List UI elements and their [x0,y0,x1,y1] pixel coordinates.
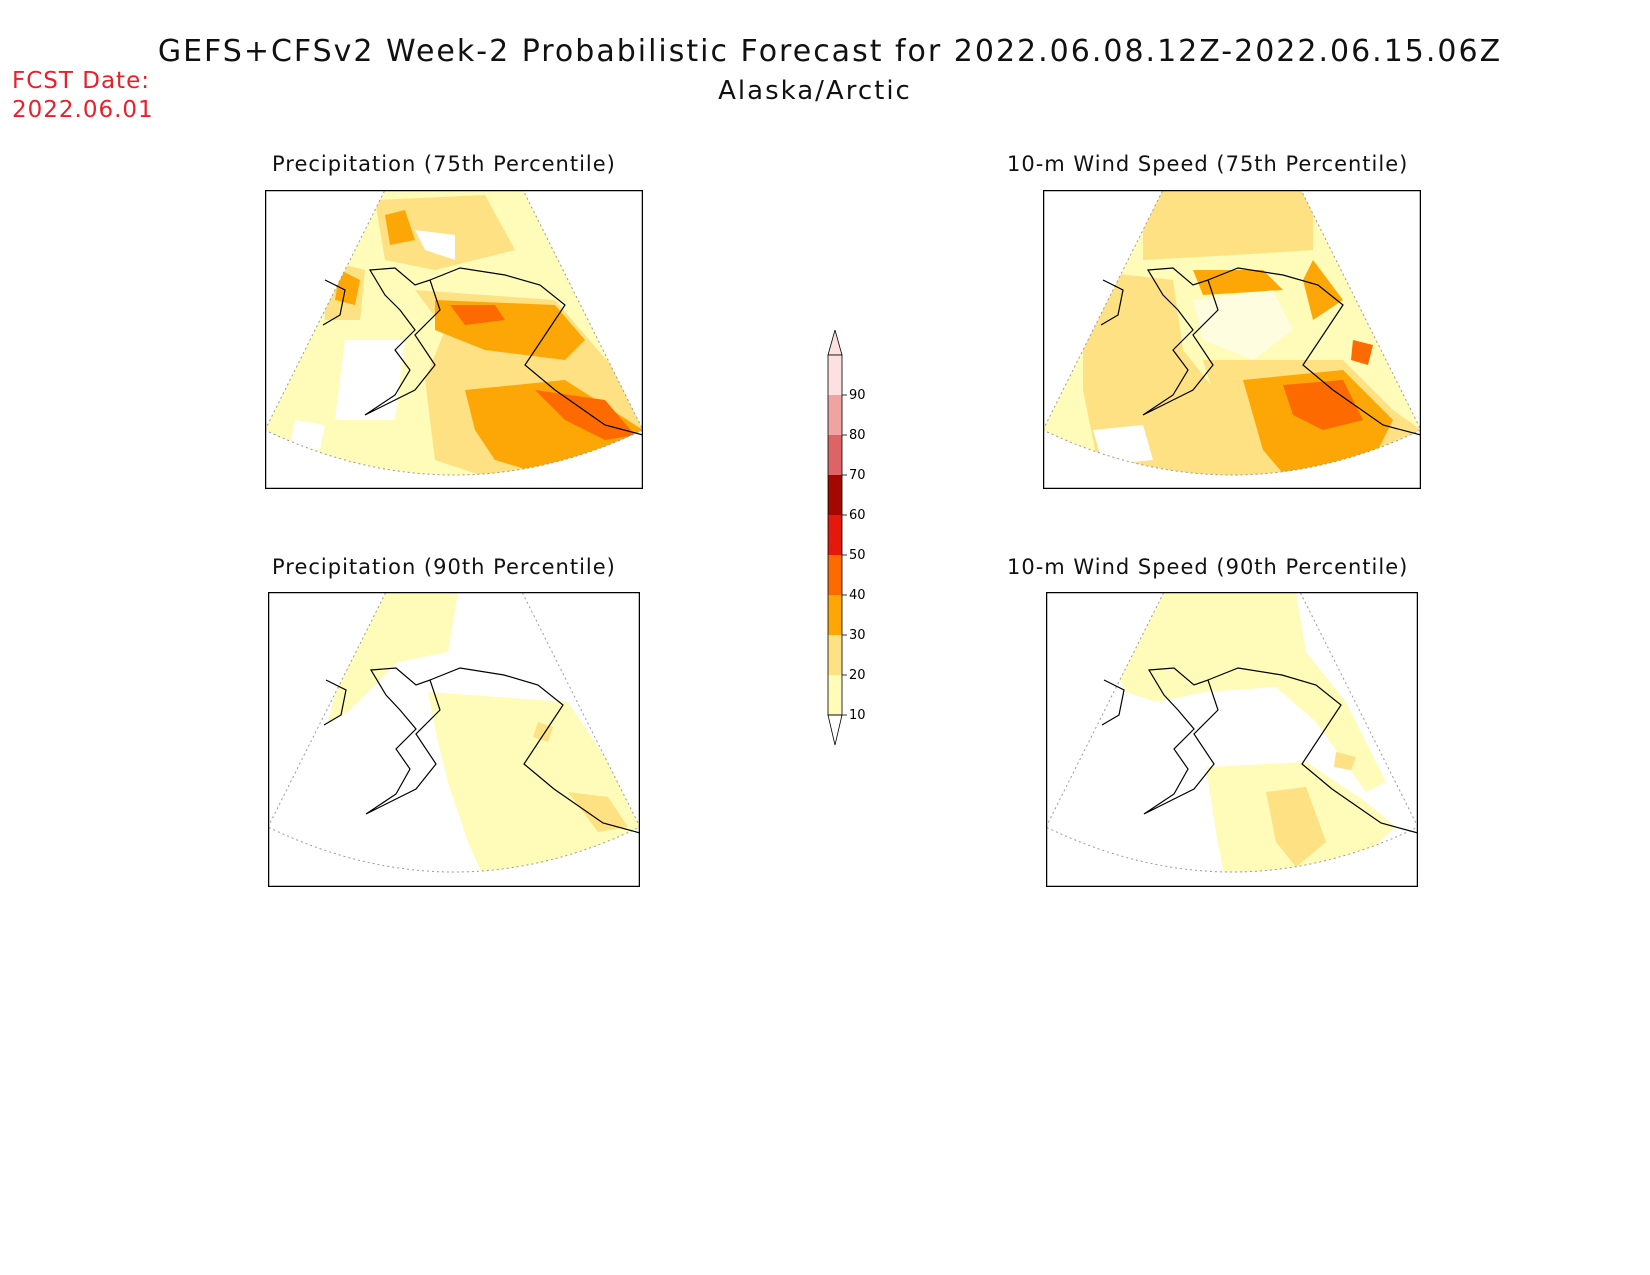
panel-title-wind-75: 10-m Wind Speed (75th Percentile) [1007,152,1409,176]
colorbar-swatch [828,675,842,715]
fill-30 [385,210,415,245]
map-precip-90 [268,592,640,887]
colorbar-swatch [828,355,842,395]
colorbar-swatch [828,395,842,435]
colorbar-label: 90 [849,388,866,403]
colorbar-label: 20 [849,668,866,683]
panel-title-precip-90: Precipitation (90th Percentile) [272,555,616,579]
panel-title-wind-90: 10-m Wind Speed (90th Percentile) [1007,555,1409,579]
colorbar-label: 30 [849,628,866,643]
colorbar-cap-top [827,330,843,356]
colorbar-swatch [828,635,842,675]
fill-20 [1143,190,1313,260]
colorbar-label: 10 [849,708,866,723]
forecast-date-label: FCST Date: [12,68,150,94]
fill-20 [375,195,515,270]
fill-20 [1334,752,1356,770]
colorbar-cap-bottom [827,714,843,746]
forecast-date-value: 2022.06.01 [12,97,154,123]
fill-30 [335,270,360,305]
colorbar-label: 60 [849,508,866,523]
colorbar-outline [827,354,843,716]
colorbar-label: 70 [849,468,866,483]
fill-40 [1283,380,1363,430]
colorbar-label: 80 [849,428,866,443]
figure-title: GEFS+CFSv2 Week-2 Probabilistic Forecast… [157,34,1503,69]
fill-30 [1193,270,1283,295]
fill-20 [1266,787,1326,867]
fill-10 [428,692,640,872]
fill-40 [1351,340,1373,365]
colorbar-label: 40 [849,588,866,603]
colorbar-swatch [828,595,842,635]
colorbar-swatch [828,475,842,515]
colorbar-label: 50 [849,548,866,563]
figure-subtitle: Alaska/Arctic [718,76,912,106]
colorbar-swatch [828,435,842,475]
map-precip-75 [265,190,643,489]
map-wind-90 [1046,592,1418,887]
fill-10 [1116,592,1386,792]
fill-20 [568,792,628,832]
panel-title-precip-75: Precipitation (75th Percentile) [272,152,616,176]
fill-30 [1303,260,1343,320]
map-wind-75 [1043,190,1421,489]
fill-40 [535,390,635,440]
colorbar-swatch [828,515,842,555]
fill-40 [450,305,505,325]
colorbar: 10 20 30 40 50 60 70 80 90 [827,330,866,746]
colorbar-swatch [828,555,842,595]
